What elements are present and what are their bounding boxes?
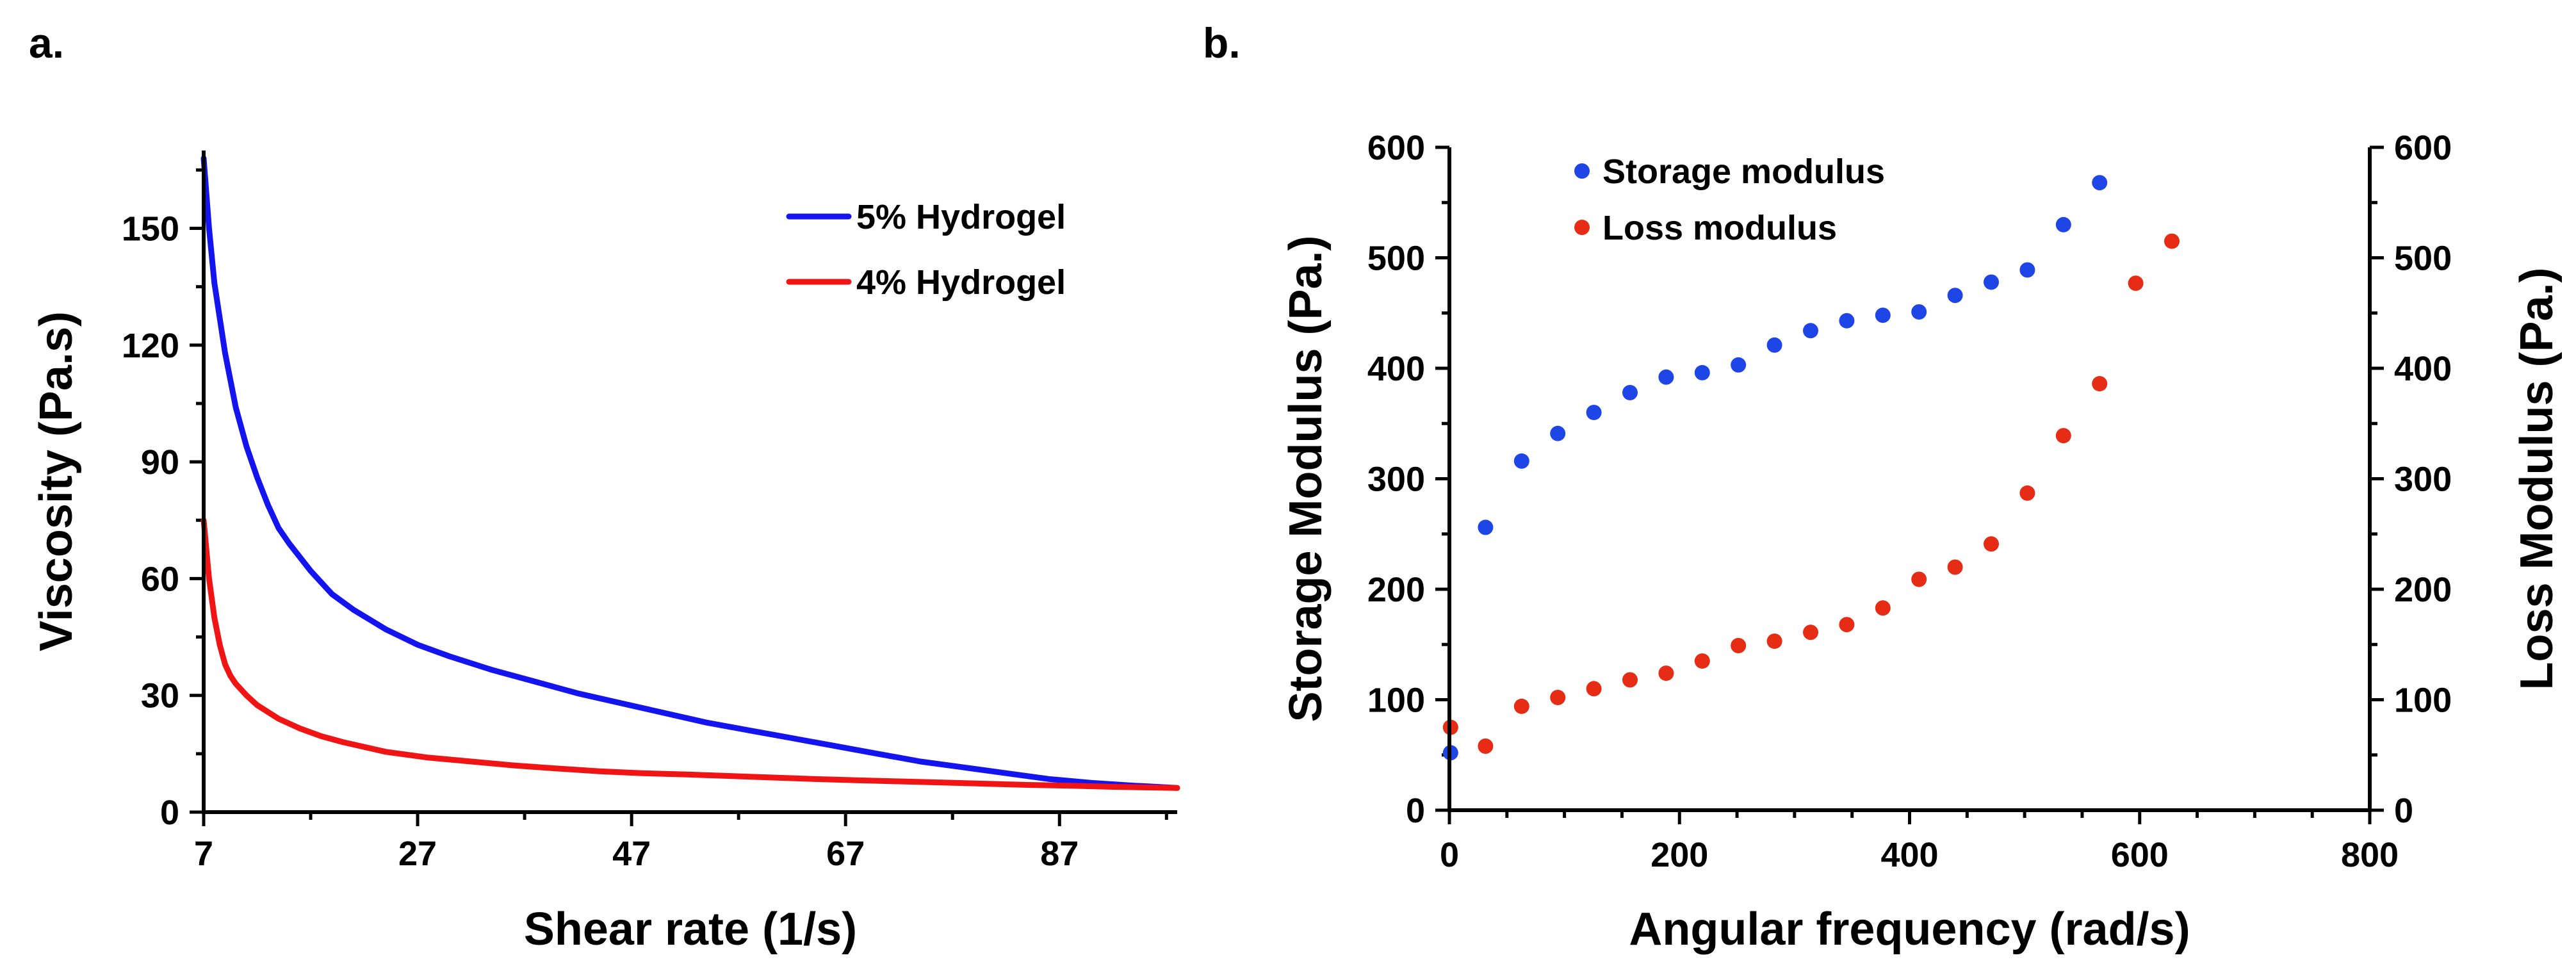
chart-a-ticks <box>190 168 1168 826</box>
chart-b-data-point <box>1947 559 1963 575</box>
chart-b-data-point <box>1984 536 1999 552</box>
chart-b-left-y-tick-label: 100 <box>1367 681 1425 720</box>
chart-b-x-tick-label: 800 <box>2341 836 2399 874</box>
chart-b-series <box>1442 175 2180 761</box>
panel-b-label: b. <box>1203 19 1241 67</box>
chart-b-data-point <box>1875 600 1891 616</box>
chart-a-series-line <box>200 517 1180 791</box>
chart-b-data-point <box>1766 633 1782 649</box>
chart-a-legend-label: 5% Hydrogel <box>856 198 1066 236</box>
chart-b-data-point <box>2092 376 2108 392</box>
chart-b-data-point <box>2128 275 2144 291</box>
chart-b-data-point <box>1658 665 1674 681</box>
chart-a-y-tick-label: 90 <box>141 443 179 482</box>
chart-b-legend-marker <box>1574 220 1590 235</box>
chart-b-data-point <box>1478 519 1494 535</box>
chart-b-ticks <box>1435 145 2384 824</box>
chart-b-right-y-tick-label: 100 <box>2394 681 2452 720</box>
chart-b-left-y-tick-label: 400 <box>1367 350 1425 388</box>
chart-b-data-point <box>1478 738 1494 754</box>
chart-a-legend-label: 4% Hydrogel <box>856 263 1066 302</box>
chart-b-data-point <box>1984 274 1999 290</box>
chart-a-series-line <box>200 155 1180 791</box>
chart-a-x-axis-title: Shear rate (1/s) <box>524 904 857 955</box>
chart-b-right-y-tick-label: 300 <box>2394 460 2452 499</box>
chart-b-data-point <box>1839 313 1855 329</box>
chart-b-data-point <box>1947 288 1963 304</box>
chart-b-data-point <box>2164 233 2180 249</box>
chart-a-legend: 5% Hydrogel 4% Hydrogel <box>786 198 1066 302</box>
chart-b-x-tick-label: 200 <box>1651 836 1708 874</box>
chart-b-data-point <box>2092 175 2108 191</box>
chart-a-x-tick-label: 87 <box>1040 835 1079 873</box>
chart-b-right-y-tick-label: 600 <box>2394 129 2452 167</box>
chart-b-data-point <box>1875 307 1891 323</box>
chart-b-x-tick-label: 0 <box>1440 836 1459 874</box>
chart-b-right-y-tick-label: 200 <box>2394 571 2452 609</box>
chart-b-legend-label: Loss modulus <box>1602 209 1837 247</box>
chart-b-data-point <box>1513 453 1529 469</box>
chart-b-right-y-tick-label: 0 <box>2394 792 2413 830</box>
chart-a-tick-labels: 0 30 60 90 120 150 7 27 47 67 87 <box>122 210 1079 873</box>
chart-a-y-tick-label: 0 <box>160 794 179 832</box>
chart-a-y-tick-label: 30 <box>141 677 179 715</box>
chart-b-data-point <box>2019 485 2035 501</box>
chart-b-legend-marker <box>1574 163 1590 179</box>
chart-b-data-point <box>1803 323 1818 339</box>
chart-b-left-y-tick-label: 500 <box>1367 240 1425 278</box>
panel-a-label: a. <box>29 19 64 67</box>
chart-b-right-y-axis-title: Loss Modulus (Pa.) <box>2511 267 2563 690</box>
chart-b-left-y-tick-label: 600 <box>1367 129 1425 167</box>
chart-b-data-point <box>1550 690 1566 705</box>
chart-b-right-y-tick-label: 500 <box>2394 240 2452 278</box>
chart-b-data-point <box>2055 428 2071 444</box>
chart-b-x-axis-title: Angular frequency (rad/s) <box>1629 904 2190 955</box>
chart-a-y-axis-title: Viscosity (Pa.s) <box>31 311 82 651</box>
chart-b-left-y-axis-title: Storage Modulus (Pa.) <box>1280 235 1332 722</box>
chart-b-left-y-tick-label: 0 <box>1406 792 1425 830</box>
chart-b-data-point <box>1766 337 1782 353</box>
chart-b-data-point <box>1839 617 1855 633</box>
chart-a-x-tick-label: 27 <box>398 835 437 873</box>
chart-a: a. 0 30 60 90 120 150 7 27 47 67 87 Shear rate (1/… <box>29 19 1180 955</box>
chart-b-data-point <box>1803 624 1818 640</box>
chart-b-x-tick-label: 600 <box>2111 836 2169 874</box>
chart-b-data-point <box>1694 364 1710 380</box>
chart-a-y-tick-label: 60 <box>141 560 179 598</box>
chart-b-legend: Storage modulus Loss modulus <box>1574 152 1885 247</box>
chart-b-data-point <box>1513 698 1529 714</box>
chart-a-y-tick-label: 150 <box>122 210 179 249</box>
chart-b-data-point <box>2019 262 2035 278</box>
chart-b-data-point <box>1550 425 1566 441</box>
chart-b-left-y-tick-label: 200 <box>1367 571 1425 609</box>
chart-b-data-point <box>2055 216 2071 232</box>
chart-b-data-point <box>1731 638 1747 653</box>
chart-b-data-point <box>1586 405 1602 420</box>
chart-b-data-point <box>1586 681 1602 697</box>
chart-a-y-tick-label: 120 <box>122 327 179 365</box>
chart-b-data-point <box>1911 571 1927 587</box>
chart-a-x-tick-label: 67 <box>826 835 865 873</box>
chart-b-data-point <box>1694 653 1710 669</box>
chart-b-legend-label: Storage modulus <box>1602 152 1885 191</box>
chart-a-series <box>200 155 1180 791</box>
chart-b-data-point <box>1658 369 1674 385</box>
chart-a-x-tick-label: 47 <box>612 835 651 873</box>
chart-b-data-point <box>1731 357 1747 373</box>
chart-b-right-y-tick-label: 400 <box>2394 350 2452 388</box>
chart-b-data-point <box>1622 385 1638 400</box>
chart-b-data-point <box>1911 304 1927 320</box>
chart-b-data-point <box>1622 672 1638 688</box>
chart-a-x-tick-label: 7 <box>194 835 213 873</box>
chart-b-x-tick-label: 400 <box>1880 836 1938 874</box>
chart-b-left-y-tick-label: 300 <box>1367 460 1425 499</box>
